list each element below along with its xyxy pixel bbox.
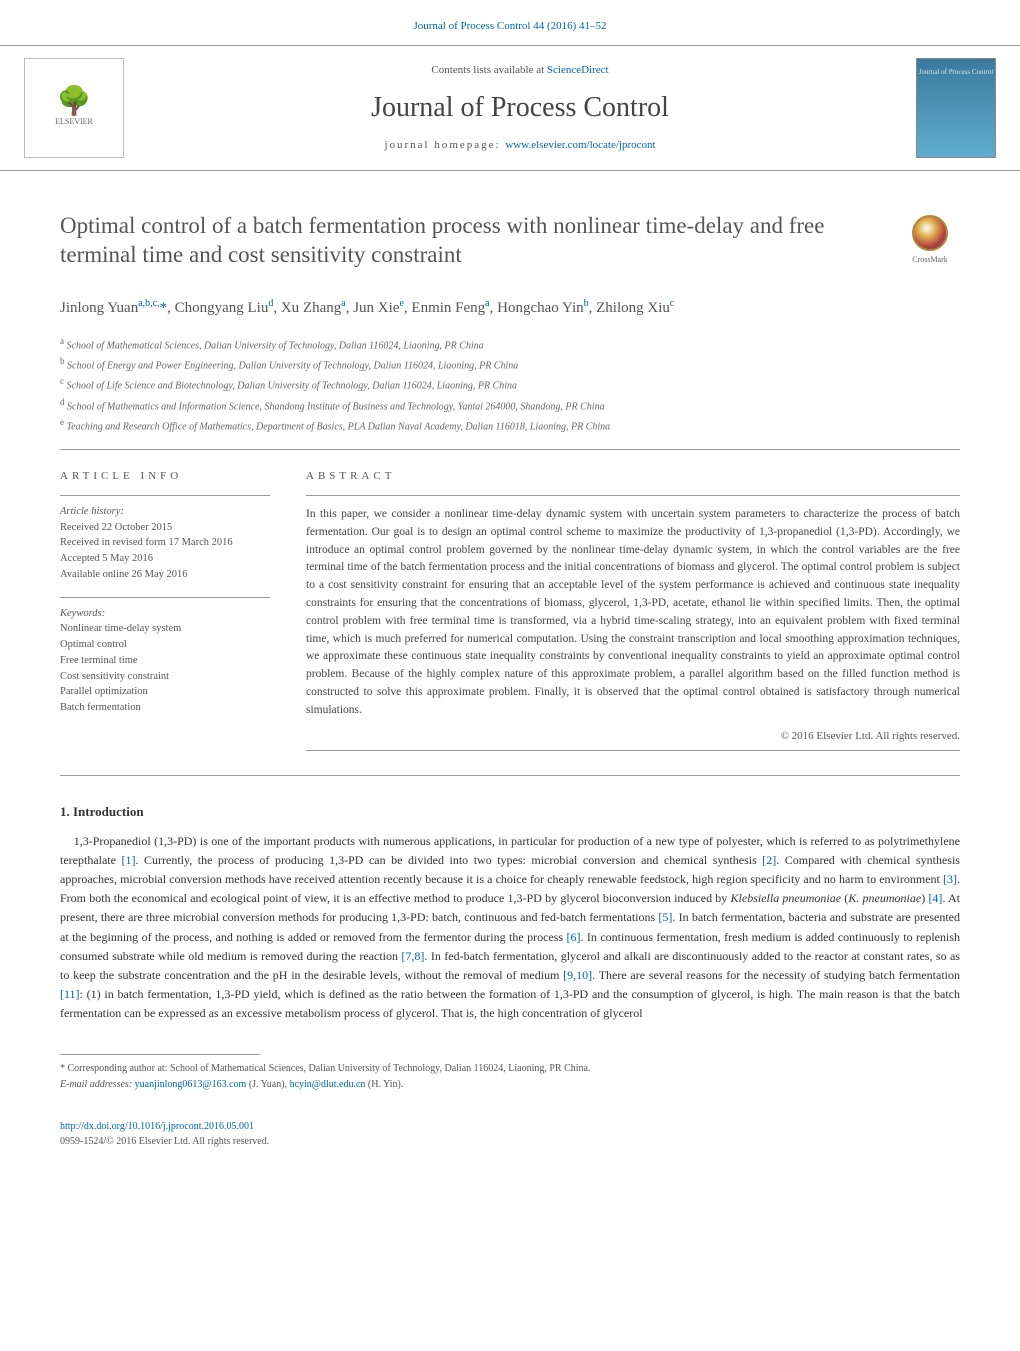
crossmark-badge[interactable]: CrossMark — [900, 211, 960, 271]
corresponding-author-line: * Corresponding author at: School of Mat… — [60, 1061, 960, 1077]
email-who-2: (H. Yin). — [365, 1079, 403, 1090]
authors-line: Jinlong Yuana,b,c,*, Chongyang Liud, Xu … — [0, 280, 1020, 328]
keyword-line: Batch fermentation — [60, 700, 270, 716]
journal-name: Journal of Process Control — [144, 87, 896, 129]
running-header: Journal of Process Control 44 (2016) 41–… — [0, 0, 1020, 45]
footnote-divider — [60, 1054, 260, 1055]
article-info-heading: ARTICLE INFO — [60, 468, 270, 485]
history-block: Article history: Received 22 October 201… — [60, 504, 270, 583]
keywords-label: Keywords: — [60, 606, 270, 622]
intro-heading: 1. Introduction — [0, 776, 1020, 832]
issn-copyright-line: 0959-1524/© 2016 Elsevier Ltd. All right… — [60, 1136, 269, 1147]
email-line: E-mail addresses: yuanjinlong0613@163.co… — [60, 1077, 960, 1093]
crossmark-icon — [912, 215, 948, 251]
abstract-rule-bottom — [306, 750, 960, 751]
elsevier-label: ELSEVIER — [55, 116, 93, 128]
email-who-1: (J. Yuan), — [246, 1079, 289, 1090]
info-abstract-row: ARTICLE INFO Article history: Received 2… — [0, 450, 1020, 775]
abstract-copyright: © 2016 Elsevier Ltd. All rights reserved… — [306, 728, 960, 745]
info-rule-1 — [60, 495, 270, 496]
page-footer: http://dx.doi.org/10.1016/j.jprocont.201… — [0, 1109, 1020, 1179]
history-line: Received in revised form 17 March 2016 — [60, 535, 270, 551]
crossmark-label: CrossMark — [912, 254, 948, 266]
sciencedirect-link[interactable]: ScienceDirect — [547, 64, 609, 76]
elsevier-logo: 🌳 ELSEVIER — [24, 58, 124, 158]
info-rule-2 — [60, 597, 270, 598]
history-line: Available online 26 May 2016 — [60, 567, 270, 583]
journal-homepage-line: journal homepage: www.elsevier.com/locat… — [144, 137, 896, 154]
elsevier-tree-icon: 🌳 — [57, 88, 92, 116]
footnotes-block: * Corresponding author at: School of Mat… — [0, 1061, 1020, 1109]
affiliation-line: c School of Life Science and Biotechnolo… — [60, 374, 960, 394]
affiliation-line: a School of Mathematical Sciences, Dalia… — [60, 334, 960, 354]
homepage-link[interactable]: www.elsevier.com/locate/jprocont — [505, 139, 655, 151]
affiliations-block: a School of Mathematical Sciences, Dalia… — [0, 328, 1020, 450]
keyword-line: Free terminal time — [60, 653, 270, 669]
intro-paragraph: 1,3-Propanediol (1,3-PD) is one of the i… — [0, 832, 1020, 1024]
history-label: Article history: — [60, 504, 270, 520]
journal-cover-thumbnail: Journal of Process Control — [916, 58, 996, 158]
cover-label: Journal of Process Control — [919, 67, 993, 78]
running-header-link[interactable]: Journal of Process Control 44 (2016) 41–… — [413, 20, 606, 32]
email-link-1[interactable]: yuanjinlong0613@163.com — [135, 1079, 247, 1090]
article-info-column: ARTICLE INFO Article history: Received 2… — [60, 468, 270, 751]
affiliation-line: d School of Mathematics and Information … — [60, 395, 960, 415]
keyword-line: Optimal control — [60, 637, 270, 653]
abstract-rule — [306, 495, 960, 496]
keyword-line: Nonlinear time-delay system — [60, 621, 270, 637]
affiliation-line: e Teaching and Research Office of Mathem… — [60, 415, 960, 435]
banner-center: Contents lists available at ScienceDirec… — [144, 62, 896, 153]
email-link-2[interactable]: hcyin@dlut.edu.cn — [290, 1079, 366, 1090]
affiliation-line: b School of Energy and Power Engineering… — [60, 354, 960, 374]
keyword-line: Parallel optimization — [60, 684, 270, 700]
homepage-prefix: journal homepage: — [384, 139, 505, 151]
keyword-line: Cost sensitivity constraint — [60, 669, 270, 685]
journal-banner: 🌳 ELSEVIER Contents lists available at S… — [0, 45, 1020, 171]
email-label: E-mail addresses: — [60, 1079, 135, 1090]
doi-link[interactable]: http://dx.doi.org/10.1016/j.jprocont.201… — [60, 1121, 254, 1132]
history-line: Received 22 October 2015 — [60, 520, 270, 536]
article-header: Optimal control of a batch fermentation … — [0, 171, 1020, 281]
contents-prefix: Contents lists available at — [431, 64, 546, 76]
keywords-block: Keywords: Nonlinear time-delay systemOpt… — [60, 606, 270, 716]
article-title: Optimal control of a batch fermentation … — [60, 211, 860, 271]
abstract-column: ABSTRACT In this paper, we consider a no… — [306, 468, 960, 751]
history-line: Accepted 5 May 2016 — [60, 551, 270, 567]
abstract-heading: ABSTRACT — [306, 468, 960, 485]
contents-lists-line: Contents lists available at ScienceDirec… — [144, 62, 896, 79]
abstract-text: In this paper, we consider a nonlinear t… — [306, 506, 960, 720]
